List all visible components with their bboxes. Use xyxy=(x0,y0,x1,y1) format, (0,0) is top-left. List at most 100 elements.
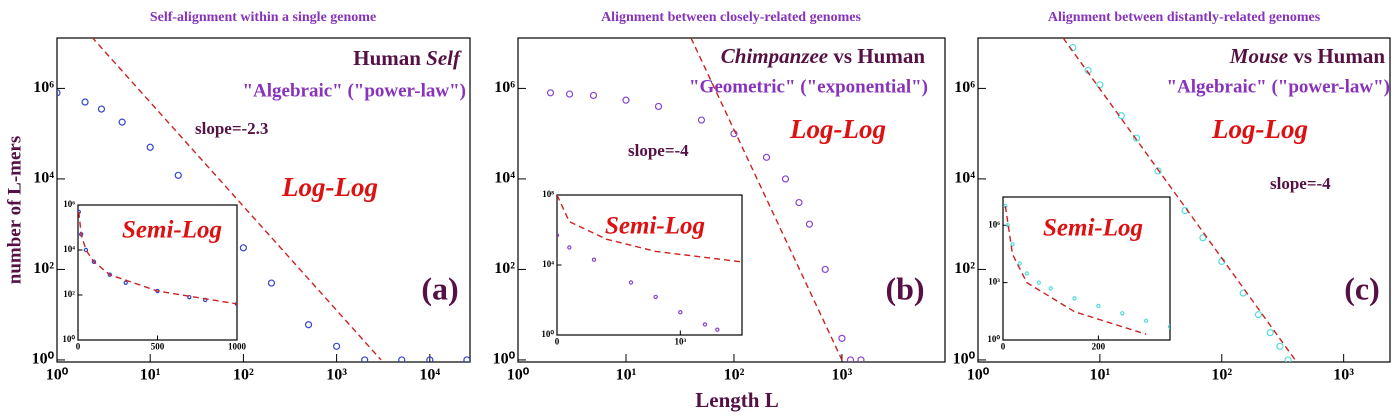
fit-line xyxy=(78,211,237,305)
data-point xyxy=(81,98,89,106)
slope-label: slope=-4 xyxy=(628,141,689,160)
scale-label: Log-Log xyxy=(281,172,378,202)
header: Mouse vs Human xyxy=(1229,44,1386,68)
y-tick-label: 10⁰ xyxy=(541,329,554,339)
data-point xyxy=(846,356,855,362)
fit-line xyxy=(557,195,742,263)
data-point xyxy=(1154,167,1162,175)
y-tick-label: 10⁸ xyxy=(542,189,554,199)
y-tick-label: 10² xyxy=(954,260,975,277)
x-tick-label: 1000 xyxy=(228,342,247,352)
data-point xyxy=(697,116,706,124)
x-tick-label: 10⁰ xyxy=(967,366,990,383)
y-tick-label: 10⁴ xyxy=(542,259,554,269)
data-point xyxy=(398,356,406,362)
x-tick-label: 10³ xyxy=(326,366,347,383)
slope-label: slope=-2.3 xyxy=(195,119,268,138)
data-point xyxy=(557,233,560,238)
data-point xyxy=(622,96,630,104)
data-point xyxy=(838,334,846,342)
data-point xyxy=(1048,286,1053,291)
x-tick-label: 10³ xyxy=(832,366,853,383)
y-tick-label: 10⁶ xyxy=(63,199,75,209)
y-tick-label: 10⁶ xyxy=(494,79,515,96)
header-part: Mouse xyxy=(1229,44,1288,68)
data-point xyxy=(1284,356,1292,362)
data-point xyxy=(332,342,341,350)
inset-scale-label: Semi-Log xyxy=(122,217,222,244)
data-point xyxy=(83,247,89,253)
data-point xyxy=(426,356,434,362)
data-point xyxy=(805,220,814,228)
data-point xyxy=(653,294,658,300)
data-point xyxy=(1199,234,1207,242)
fit-line xyxy=(91,38,382,361)
data-point xyxy=(715,327,720,332)
y-axis-label: number of L-mers xyxy=(4,136,25,284)
y-tick-label: 10⁴ xyxy=(33,170,54,187)
inset-scale-label: Semi-Log xyxy=(1043,215,1143,242)
data-point xyxy=(1143,318,1149,324)
x-tick-label: 0 xyxy=(1001,342,1006,352)
data-point xyxy=(1010,242,1015,247)
x-tick-label: 10⁴ xyxy=(419,366,440,383)
data-point xyxy=(567,245,572,250)
data-point xyxy=(857,356,865,362)
y-tick-label: 10⁰ xyxy=(62,334,75,344)
y-tick-label: 10⁶ xyxy=(954,79,975,96)
data-point xyxy=(591,257,597,262)
data-point xyxy=(628,280,634,285)
x-tick-label: 10¹ xyxy=(616,366,637,383)
y-tick-label: 10⁴ xyxy=(63,244,75,254)
data-point xyxy=(57,89,61,97)
y-tick-label: 10⁰ xyxy=(32,351,55,368)
y-tick-label: 10² xyxy=(63,289,75,299)
x-tick-label: 10¹ xyxy=(140,366,161,383)
x-tick-label: 10¹ xyxy=(1089,366,1110,383)
plot-area xyxy=(78,209,237,307)
y-tick-label: 10⁶ xyxy=(33,79,54,96)
y-tick-label: 10² xyxy=(494,260,515,277)
header: Chimpanzee vs Human xyxy=(721,44,926,68)
header-part: Self xyxy=(426,46,462,70)
scale-label: Log-Log xyxy=(789,114,886,144)
x-tick-label: 10² xyxy=(233,366,254,383)
data-point xyxy=(1072,296,1077,301)
data-point xyxy=(1254,311,1263,319)
y-tick-label: 10⁶ xyxy=(988,219,1000,229)
data-point xyxy=(361,356,369,362)
data-point xyxy=(1266,329,1274,337)
panel-label: (b) xyxy=(885,270,924,306)
plot-area xyxy=(57,38,470,362)
data-point xyxy=(146,143,154,151)
x-tick-label: 10² xyxy=(1211,366,1232,383)
header-part: Human xyxy=(353,46,426,70)
panel-label: (a) xyxy=(421,270,458,306)
data-point xyxy=(1167,324,1170,329)
data-point xyxy=(118,118,126,126)
y-tick-label: 10⁰ xyxy=(987,334,1000,344)
data-point xyxy=(239,244,247,252)
data-point xyxy=(1276,342,1284,350)
panel-title: Alignment between distantly-related geno… xyxy=(1048,10,1321,25)
fit-line xyxy=(1062,38,1296,361)
data-point xyxy=(589,91,598,100)
data-point xyxy=(781,175,790,183)
x-axis-label: Length L xyxy=(695,388,778,412)
data-point xyxy=(267,279,276,287)
y-tick-label: 10⁴ xyxy=(954,170,975,187)
y-tick-label: 10⁰ xyxy=(953,351,976,368)
x-tick-label: 200 xyxy=(1092,342,1106,352)
plot-frame xyxy=(77,204,238,341)
header-part: Chimpanzee xyxy=(721,44,828,68)
x-tick-label: 10³ xyxy=(674,337,686,347)
data-point xyxy=(1132,134,1141,142)
plot-frame xyxy=(556,194,743,336)
panel-label: (c) xyxy=(1344,270,1380,306)
header: Human Self xyxy=(353,46,462,70)
data-point xyxy=(678,310,683,315)
data-point xyxy=(1120,311,1125,316)
plot-area xyxy=(557,195,742,332)
subheader: "Algebraic" ("power-law") xyxy=(242,80,466,101)
